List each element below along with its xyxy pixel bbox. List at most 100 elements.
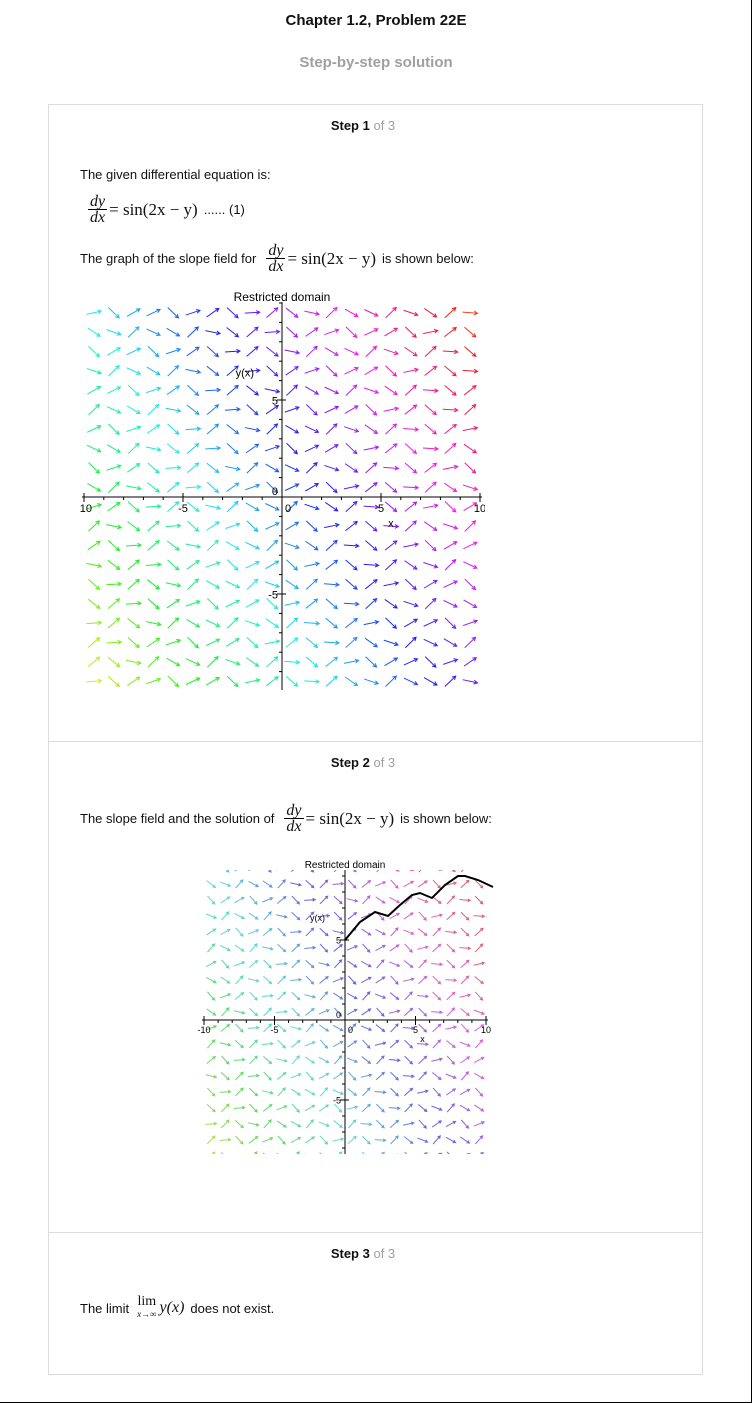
slope-arrow (445, 1025, 458, 1030)
slope-arrow (206, 895, 216, 905)
slope-arrow (146, 637, 161, 648)
slope-arrow (404, 1055, 414, 1065)
slope-arrow (165, 582, 182, 588)
slope-arrow (245, 483, 261, 491)
slope-arrow (305, 404, 318, 416)
slope-arrow (285, 637, 299, 648)
slope-arrow (276, 1152, 279, 1154)
slope-arrow (383, 406, 400, 412)
slope-arrow (443, 482, 458, 493)
slope-arrow (385, 365, 398, 377)
slope-arrow (445, 1073, 457, 1079)
slope-arrow (463, 561, 478, 569)
slope-arrow (221, 1007, 230, 1017)
slope-arrow (384, 657, 399, 667)
slope-arrow (361, 1151, 365, 1154)
slope-arrow (446, 1151, 450, 1154)
slope-arrow (376, 1103, 385, 1113)
x-tick-label: 0 (348, 1025, 353, 1035)
slope-arrow (345, 326, 358, 339)
slope-arrow (390, 1023, 399, 1033)
slope-arrow (225, 541, 240, 550)
slope-arrow (276, 1071, 287, 1080)
slope-arrow (147, 403, 160, 416)
slope-arrow (86, 678, 103, 684)
slope-arrow (245, 599, 260, 608)
x-tick-label: 5 (378, 503, 384, 515)
slope-arrow (263, 1007, 273, 1017)
slope-arrow (290, 977, 303, 982)
slope-arrow (249, 1039, 258, 1049)
slope-arrow (291, 870, 294, 872)
slope-arrow (167, 307, 180, 319)
y-tick-label: -5 (333, 1096, 341, 1106)
slope-arrow (361, 1056, 372, 1065)
slope-arrow (345, 500, 358, 513)
slope-arrow (246, 345, 259, 357)
slope-arrow (88, 403, 101, 416)
slope-field-figure: Restricted domain -10 -5 0 5 10 5 0 -5 x y(x) (197, 860, 494, 1154)
slope-arrow (245, 657, 260, 667)
slope-arrow (360, 1073, 373, 1078)
slope-arrow (375, 976, 386, 984)
slope-arrow (404, 404, 418, 415)
slope-arrow (431, 962, 444, 967)
slope-arrow (417, 897, 429, 903)
slope-arrow (383, 348, 399, 356)
slope-arrow (431, 1105, 443, 1111)
slope-arrow (205, 561, 221, 568)
slope-arrow (126, 485, 142, 491)
slope-arrow (185, 677, 201, 685)
step-heading: Step 3 of 3 (48, 1246, 678, 1261)
slope-arrow (126, 367, 142, 375)
slope-arrow (246, 520, 259, 533)
slope-arrow (304, 1136, 316, 1144)
slope-arrow (376, 1055, 385, 1065)
slope-arrow (265, 676, 279, 687)
slope-arrow (459, 993, 472, 998)
slope-arrow (304, 897, 317, 902)
slope-arrow (286, 442, 299, 455)
slope-arrow (443, 580, 459, 588)
slope-arrow (265, 618, 280, 628)
slope-arrow (166, 657, 181, 667)
slope-arrow (346, 1105, 359, 1110)
slope-arrow (424, 423, 437, 435)
slope-arrow (424, 481, 437, 493)
slope-arrow (376, 1007, 385, 1017)
slope-arrow (402, 1121, 415, 1126)
slope-arrow (107, 617, 121, 629)
slope-arrow (474, 1024, 485, 1032)
slope-arrow (464, 326, 477, 338)
slope-arrow (418, 911, 427, 921)
slope-arrow (418, 1055, 428, 1065)
slope-arrow (261, 993, 274, 998)
slope-field-figure: Restricted domain -10 -5 0 5 10 5 0 -5 x y(x) (80, 290, 485, 690)
slope-arrow (333, 911, 343, 921)
slope-arrow (290, 1026, 303, 1031)
slope-arrow (325, 617, 338, 629)
slope-arrow (186, 560, 200, 570)
slope-arrow (106, 639, 123, 645)
slope-arrow (166, 443, 180, 454)
slope-arrow (127, 384, 140, 397)
slope-arrow (360, 1025, 373, 1031)
slope-arrow (383, 639, 399, 647)
slope-arrow (344, 405, 359, 414)
slope-arrow (206, 462, 220, 474)
slope-arrow (245, 502, 260, 512)
slope-arrow (291, 1039, 301, 1048)
slope-arrow (277, 1039, 287, 1049)
slope-arrow (404, 326, 417, 339)
slope-arrow (291, 911, 301, 921)
slope-arrow (234, 991, 245, 1000)
slope-arrow (346, 898, 359, 903)
slope-arrow (481, 870, 483, 871)
slope-arrow (290, 882, 303, 887)
slope-arrow (432, 1023, 442, 1033)
slope-arrow (463, 502, 478, 511)
slope-arrow (262, 1137, 274, 1143)
slope-arrow (417, 1089, 429, 1094)
slope-arrow (219, 881, 232, 887)
slope-arrow (403, 618, 419, 628)
